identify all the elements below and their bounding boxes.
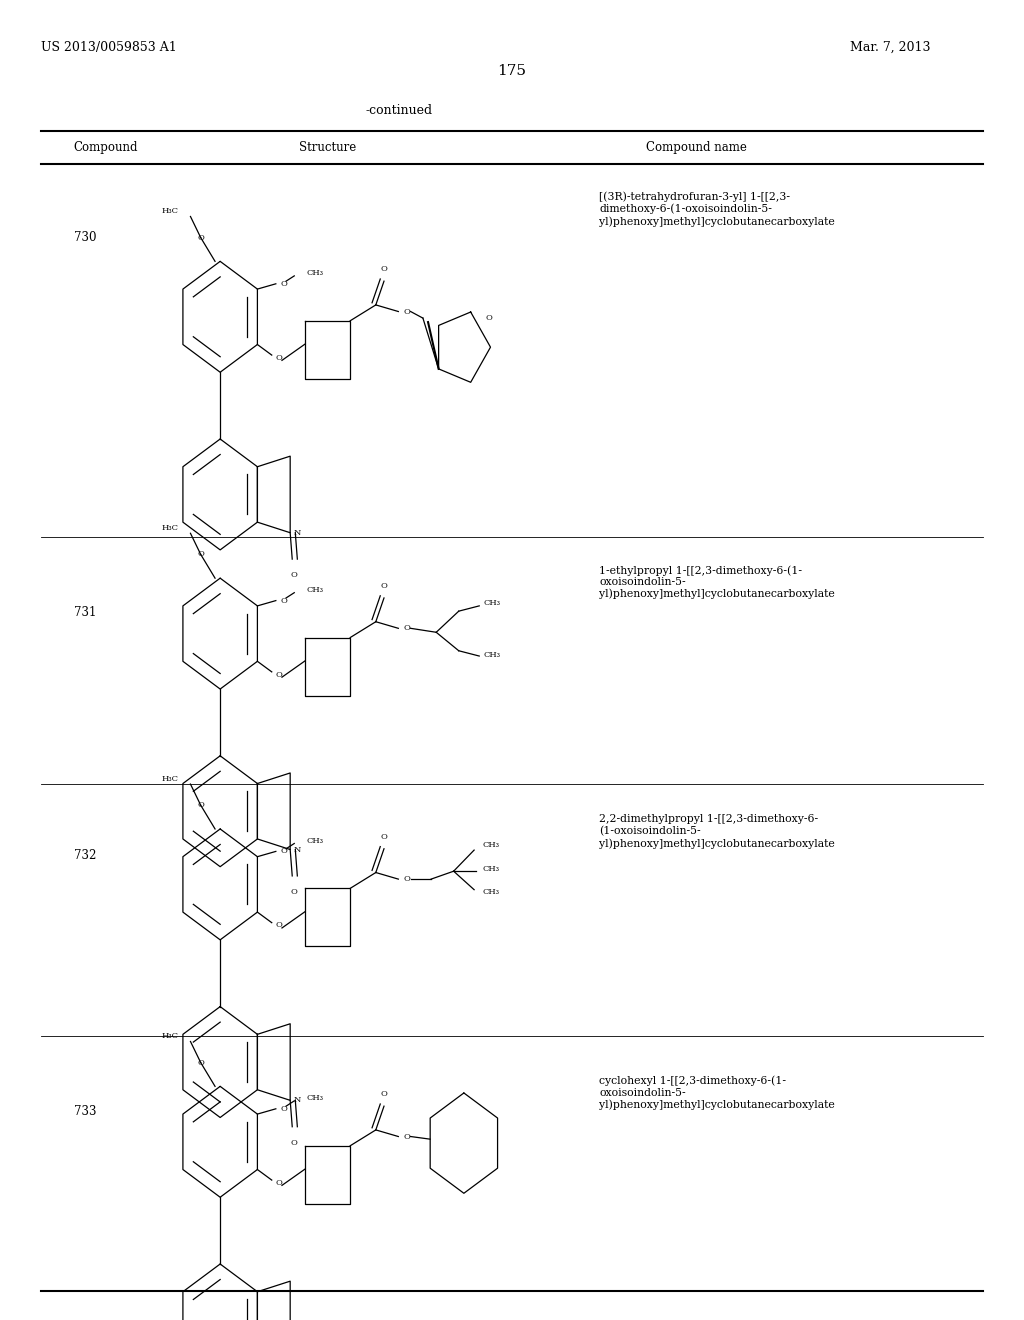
Text: O: O [403, 1133, 411, 1140]
Text: US 2013/0059853 A1: US 2013/0059853 A1 [41, 41, 177, 54]
Text: 730: 730 [74, 231, 96, 244]
Text: CH₃: CH₃ [306, 837, 324, 845]
Text: CH₃: CH₃ [306, 269, 324, 277]
Text: O: O [275, 671, 283, 678]
Text: H₃C: H₃C [161, 207, 178, 215]
Text: 732: 732 [74, 849, 96, 862]
Text: O: O [198, 234, 204, 242]
Text: O: O [281, 280, 288, 288]
Text: 733: 733 [74, 1105, 96, 1118]
Text: H₃C: H₃C [161, 1032, 178, 1040]
Text: O: O [198, 1059, 204, 1067]
Text: -continued: -continued [366, 104, 433, 117]
Text: Mar. 7, 2013: Mar. 7, 2013 [850, 41, 931, 54]
Text: O: O [198, 550, 204, 558]
Text: 2,2-dimethylpropyl 1-[[2,3-dimethoxy-6-
(1-oxoisoindolin-5-
yl)phenoxy]methyl]cy: 2,2-dimethylpropyl 1-[[2,3-dimethoxy-6- … [599, 814, 835, 849]
Text: N: N [293, 529, 301, 537]
Text: CH₃: CH₃ [482, 841, 500, 849]
Text: [(3R)-tetrahydrofuran-3-yl] 1-[[2,3-
dimethoxy-6-(1-oxoisoindolin-5-
yl)phenoxy]: [(3R)-tetrahydrofuran-3-yl] 1-[[2,3- dim… [599, 191, 835, 227]
Text: O: O [275, 354, 283, 362]
Text: CH₃: CH₃ [306, 1094, 324, 1102]
Text: O: O [485, 314, 493, 322]
Text: CH₃: CH₃ [306, 586, 324, 594]
Text: O: O [403, 875, 411, 883]
Text: CH₃: CH₃ [482, 865, 500, 873]
Text: O: O [281, 847, 288, 855]
Text: O: O [381, 582, 387, 590]
Text: O: O [281, 597, 288, 605]
Text: O: O [381, 833, 387, 841]
Text: N: N [293, 1097, 301, 1105]
Text: O: O [381, 1090, 387, 1098]
Text: O: O [275, 921, 283, 929]
Text: O: O [403, 308, 411, 315]
Text: N: N [293, 846, 301, 854]
Text: Compound name: Compound name [646, 141, 746, 154]
Text: O: O [198, 801, 204, 809]
Text: O: O [291, 572, 298, 579]
Text: 175: 175 [498, 65, 526, 78]
Text: cyclohexyl 1-[[2,3-dimethoxy-6-(1-
oxoisoindolin-5-
yl)phenoxy]methyl]cyclobutan: cyclohexyl 1-[[2,3-dimethoxy-6-(1- oxois… [599, 1076, 835, 1110]
Text: O: O [275, 1179, 283, 1187]
Text: CH₃: CH₃ [483, 651, 501, 659]
Text: CH₃: CH₃ [483, 599, 501, 607]
Text: H₃C: H₃C [161, 524, 178, 532]
Text: O: O [403, 624, 411, 632]
Text: O: O [381, 265, 387, 273]
Text: Structure: Structure [299, 141, 356, 154]
Text: 1-ethylpropyl 1-[[2,3-dimethoxy-6-(1-
oxoisoindolin-5-
yl)phenoxy]methyl]cyclobu: 1-ethylpropyl 1-[[2,3-dimethoxy-6-(1- ox… [599, 565, 835, 599]
Text: O: O [291, 888, 298, 896]
Text: O: O [291, 1139, 298, 1147]
Text: Compound: Compound [74, 141, 138, 154]
Text: 731: 731 [74, 606, 96, 619]
Text: O: O [281, 1105, 288, 1113]
Text: CH₃: CH₃ [482, 888, 500, 896]
Text: H₃C: H₃C [161, 775, 178, 783]
